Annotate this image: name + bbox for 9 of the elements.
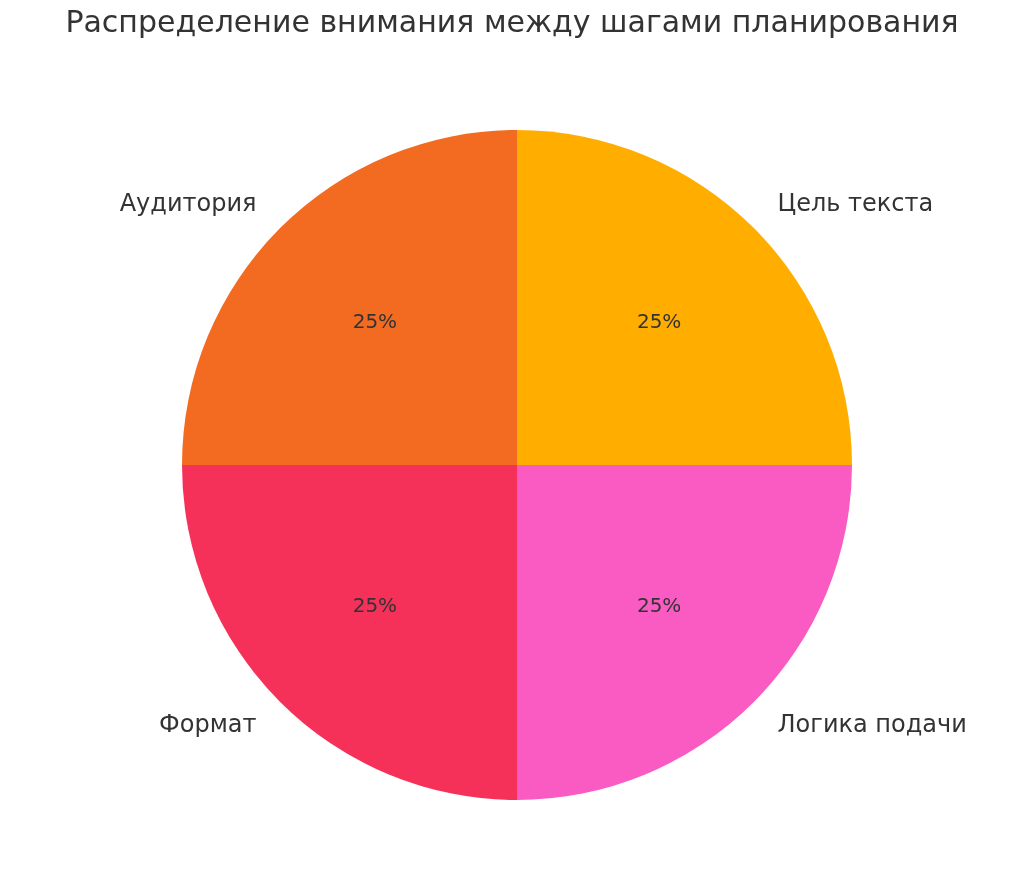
data-label: 25% — [352, 593, 398, 618]
data-label: 25% — [352, 309, 398, 334]
chart-title: Распределение внимания между шагами планирования — [65, 3, 959, 39]
data-label: 25% — [636, 593, 682, 618]
slice-label: Формат — [159, 709, 257, 738]
slice-label: Аудитория — [119, 188, 257, 217]
data-label: 25% — [636, 309, 682, 334]
slice-label: Логика подачи — [777, 709, 967, 738]
slice-label: Цель текста — [777, 188, 934, 217]
